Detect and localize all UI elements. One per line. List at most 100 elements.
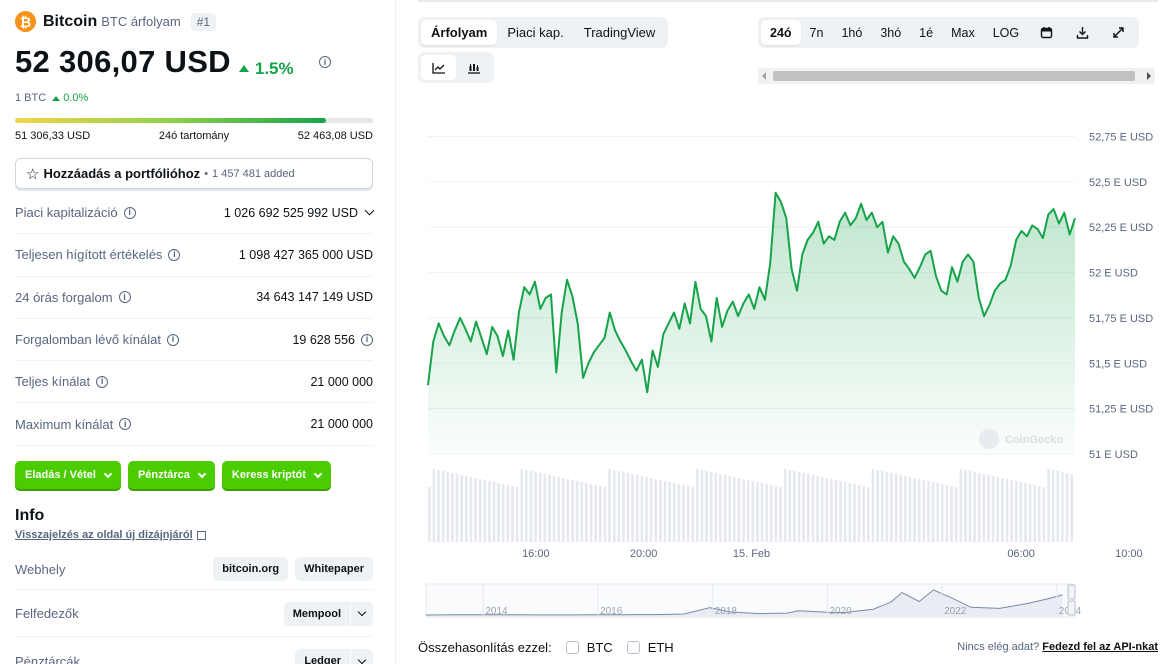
compare-eth-checkbox[interactable]: ETH — [626, 640, 674, 655]
checkbox-icon[interactable] — [565, 641, 579, 654]
volume-bar — [1010, 480, 1013, 542]
volume-bar — [760, 483, 764, 542]
volume-bar — [991, 476, 995, 542]
info-icon[interactable]: i — [96, 375, 109, 388]
volume-bar — [492, 482, 496, 542]
bitcoin-logo-icon: ₿ — [15, 11, 36, 32]
volume-bar — [1005, 479, 1009, 542]
volume-bar — [931, 482, 935, 542]
info-icon[interactable]: i — [168, 248, 181, 261]
api-note: Nincs elég adat? Fedezd fel az API-nkat — [957, 641, 1158, 653]
tab-price[interactable]: Árfolyam — [421, 20, 498, 45]
volume-bar — [982, 474, 986, 542]
price-chart[interactable]: 52,75 E USD 52,5 E USD 52,25 E USD 52 E USD… — [418, 120, 1158, 625]
volume-bar — [469, 477, 473, 542]
whitepaper-link-chip[interactable]: Whitepaper — [295, 557, 373, 581]
range-24h[interactable]: 24ó — [761, 20, 801, 45]
volume-bar — [908, 477, 912, 542]
info-row-wallets: Pénztárcák Ledger — [15, 638, 373, 664]
compare-btc-label: BTC — [586, 640, 613, 655]
range-7d[interactable]: 7n — [809, 25, 824, 40]
volume-bar — [686, 486, 690, 542]
wallet-dropdown-toggle[interactable] — [351, 649, 373, 664]
volume-bar — [825, 478, 828, 542]
scroll-left-arrow-icon[interactable] — [762, 72, 766, 80]
volume-bar — [1051, 470, 1055, 542]
tab-market-cap[interactable]: Piaci kap. — [507, 25, 564, 40]
volume-bar — [520, 469, 523, 542]
checkbox-icon[interactable] — [626, 641, 640, 654]
info-icon[interactable]: i — [166, 333, 179, 346]
volume-bar — [788, 470, 792, 542]
range-navigator[interactable]: 201420162018202020222024 — [425, 583, 1081, 618]
buy-sell-button[interactable]: Eladás / Vétel — [15, 461, 121, 489]
price-info-icon[interactable]: i — [319, 56, 331, 68]
volume-bar — [968, 471, 972, 542]
stat-row-market-cap[interactable]: Piaci kapitalizáció i 1 026 692 525 992 U… — [15, 192, 375, 235]
btc-conversion: 1 BTC 0.0% — [15, 92, 88, 104]
volume-bar — [446, 472, 450, 542]
website-link-chip[interactable]: bitcoin.org — [213, 557, 289, 581]
external-link-icon — [196, 530, 206, 540]
volume-bar — [677, 484, 681, 542]
volume-bar — [552, 476, 556, 542]
volume-bar — [719, 474, 722, 542]
range-bar — [15, 118, 373, 123]
compare-btc-checkbox[interactable]: BTC — [565, 640, 613, 655]
candlestick-icon[interactable] — [456, 55, 491, 80]
range-1m[interactable]: 1hó — [841, 25, 863, 40]
info-row-explorers: Felfedezők Mempool — [15, 591, 373, 637]
x-tick-label: 10:00 — [1115, 548, 1143, 560]
stat-value: 1 026 692 525 992 USD — [224, 205, 375, 220]
panel-divider — [395, 0, 396, 664]
scroll-right-arrow-icon[interactable] — [1147, 72, 1151, 80]
y-tick-label: 51,5 E USD — [1089, 358, 1147, 370]
api-link[interactable]: Fedezd fel az API-nkat — [1042, 641, 1158, 653]
info-icon[interactable]: i — [123, 206, 136, 219]
volume-bar — [765, 484, 768, 542]
navigator-handle[interactable] — [1067, 600, 1076, 616]
scrollbar-thumb[interactable] — [773, 71, 1135, 81]
wallet-button[interactable]: Pénztárca — [127, 461, 215, 489]
stat-label-text: Teljesen hígított értékelés — [15, 247, 163, 263]
info-icon[interactable]: i — [361, 333, 373, 346]
range-3m[interactable]: 3hó — [880, 25, 902, 40]
volume-bar — [548, 475, 551, 542]
volume-bar — [603, 487, 607, 542]
info-icon[interactable]: i — [119, 418, 132, 431]
wallet-chip[interactable]: Ledger — [295, 649, 350, 664]
navigator-tick-label: 2018 — [715, 606, 738, 617]
download-icon[interactable] — [1064, 20, 1100, 45]
volume-bar — [751, 481, 755, 542]
volume-bar — [723, 475, 727, 542]
search-crypto-button[interactable]: Keress kriptót — [221, 461, 331, 489]
volume-bar — [811, 475, 815, 542]
volume-bar — [862, 486, 865, 542]
range-1y[interactable]: 1é — [919, 25, 934, 40]
fullscreen-icon[interactable] — [1100, 20, 1136, 45]
time-range-tabs: 24ó 7n 1hó 3hó 1é Max LOG — [758, 17, 1140, 48]
horizontal-scrollbar[interactable] — [758, 68, 1155, 84]
volume-bar — [700, 470, 704, 542]
x-tick-label: 20:00 — [630, 548, 658, 560]
add-to-portfolio-button[interactable]: ☆ Hozzáadás a portfólióhoz • 1 457 481 a… — [15, 158, 373, 189]
volume-bar — [580, 482, 584, 542]
volume-bar — [511, 486, 514, 542]
log-scale-toggle[interactable]: LOG — [992, 25, 1020, 40]
coingecko-watermark: CoinGecko — [979, 429, 1063, 449]
range-low: 51 306,33 USD — [15, 130, 91, 142]
volume-bar — [682, 485, 685, 542]
range-max[interactable]: Max — [951, 25, 975, 40]
feedback-link[interactable]: Visszajelzés az oldal új dizájnjáról — [15, 529, 206, 541]
calendar-icon[interactable] — [1028, 20, 1064, 45]
info-icon[interactable]: i — [118, 291, 131, 304]
volume-bar — [904, 476, 907, 542]
tab-tradingview[interactable]: TradingView — [583, 25, 656, 40]
volume-bar — [428, 487, 431, 542]
chevron-down-icon[interactable] — [364, 205, 375, 216]
navigator-handle[interactable] — [1067, 584, 1076, 600]
explorer-dropdown-toggle[interactable] — [351, 601, 373, 626]
volume-bar — [885, 472, 889, 542]
explorer-chip[interactable]: Mempool — [283, 601, 350, 626]
line-chart-icon[interactable] — [421, 55, 456, 80]
